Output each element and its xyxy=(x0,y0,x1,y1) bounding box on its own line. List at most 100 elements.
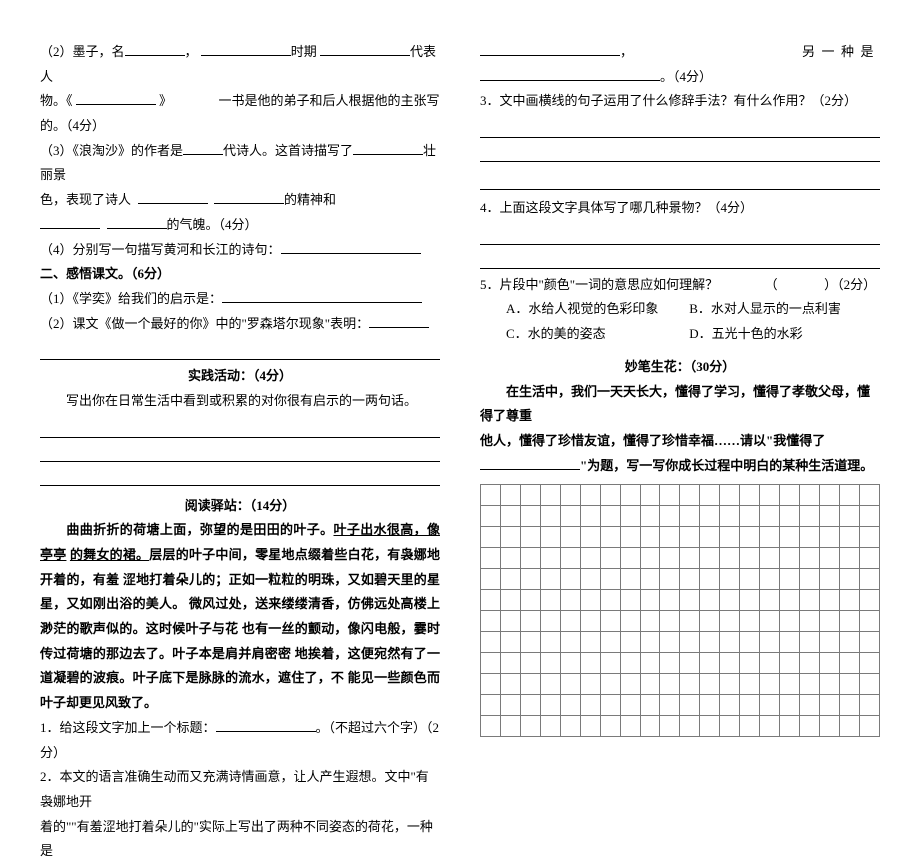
grid-cell[interactable] xyxy=(720,527,740,548)
grid-cell[interactable] xyxy=(720,674,740,695)
grid-cell[interactable] xyxy=(700,653,720,674)
grid-cell[interactable] xyxy=(640,548,660,569)
grid-cell[interactable] xyxy=(580,569,600,590)
grid-cell[interactable] xyxy=(819,485,839,506)
grid-cell[interactable] xyxy=(540,590,560,611)
grid-cell[interactable] xyxy=(720,716,740,737)
grid-cell[interactable] xyxy=(520,674,540,695)
grid-cell[interactable] xyxy=(800,611,820,632)
grid-cell[interactable] xyxy=(760,569,780,590)
grid-cell[interactable] xyxy=(720,485,740,506)
grid-cell[interactable] xyxy=(520,506,540,527)
grid-cell[interactable] xyxy=(800,506,820,527)
grid-cell[interactable] xyxy=(640,611,660,632)
grid-cell[interactable] xyxy=(839,527,859,548)
grid-cell[interactable] xyxy=(560,506,580,527)
grid-cell[interactable] xyxy=(740,611,760,632)
grid-cell[interactable] xyxy=(600,716,620,737)
option-a[interactable]: A．水给人视觉的色彩印象 xyxy=(506,297,689,322)
grid-cell[interactable] xyxy=(780,506,800,527)
grid-cell[interactable] xyxy=(520,590,540,611)
blank[interactable] xyxy=(353,154,423,155)
grid-cell[interactable] xyxy=(859,695,879,716)
grid-cell[interactable] xyxy=(600,506,620,527)
grid-cell[interactable] xyxy=(700,590,720,611)
grid-cell[interactable] xyxy=(760,485,780,506)
grid-cell[interactable] xyxy=(660,611,680,632)
grid-cell[interactable] xyxy=(580,695,600,716)
grid-cell[interactable] xyxy=(800,569,820,590)
grid-cell[interactable] xyxy=(600,611,620,632)
grid-cell[interactable] xyxy=(800,716,820,737)
blank[interactable] xyxy=(480,469,580,470)
grid-cell[interactable] xyxy=(481,527,501,548)
grid-cell[interactable] xyxy=(580,590,600,611)
grid-cell[interactable] xyxy=(520,569,540,590)
grid-cell[interactable] xyxy=(620,653,640,674)
grid-cell[interactable] xyxy=(540,506,560,527)
grid-cell[interactable] xyxy=(481,590,501,611)
grid-cell[interactable] xyxy=(481,716,501,737)
grid-cell[interactable] xyxy=(620,716,640,737)
grid-cell[interactable] xyxy=(819,590,839,611)
grid-cell[interactable] xyxy=(520,611,540,632)
grid-cell[interactable] xyxy=(780,695,800,716)
grid-cell[interactable] xyxy=(500,674,520,695)
answer-line[interactable] xyxy=(480,120,880,138)
grid-cell[interactable] xyxy=(500,632,520,653)
writing-grid[interactable] xyxy=(480,484,880,737)
grid-cell[interactable] xyxy=(580,674,600,695)
grid-cell[interactable] xyxy=(740,695,760,716)
blank[interactable] xyxy=(201,55,291,56)
grid-cell[interactable] xyxy=(520,653,540,674)
grid-cell[interactable] xyxy=(800,527,820,548)
grid-cell[interactable] xyxy=(640,653,660,674)
grid-cell[interactable] xyxy=(600,590,620,611)
grid-cell[interactable] xyxy=(540,548,560,569)
grid-cell[interactable] xyxy=(560,632,580,653)
grid-cell[interactable] xyxy=(580,506,600,527)
grid-cell[interactable] xyxy=(859,632,879,653)
option-c[interactable]: C．水的美的姿态 xyxy=(506,322,689,347)
grid-cell[interactable] xyxy=(859,611,879,632)
grid-cell[interactable] xyxy=(680,695,700,716)
blank[interactable] xyxy=(138,203,208,204)
grid-cell[interactable] xyxy=(760,548,780,569)
grid-cell[interactable] xyxy=(520,485,540,506)
grid-cell[interactable] xyxy=(520,548,540,569)
grid-cell[interactable] xyxy=(640,695,660,716)
blank[interactable] xyxy=(222,302,422,303)
answer-line[interactable] xyxy=(40,420,440,438)
grid-cell[interactable] xyxy=(620,569,640,590)
grid-cell[interactable] xyxy=(660,590,680,611)
grid-cell[interactable] xyxy=(740,527,760,548)
option-b[interactable]: B．水对人显示的一点利害 xyxy=(689,301,841,316)
grid-cell[interactable] xyxy=(740,632,760,653)
blank[interactable] xyxy=(216,731,316,732)
grid-cell[interactable] xyxy=(859,506,879,527)
grid-cell[interactable] xyxy=(839,590,859,611)
grid-cell[interactable] xyxy=(800,632,820,653)
grid-cell[interactable] xyxy=(540,674,560,695)
grid-cell[interactable] xyxy=(700,527,720,548)
grid-cell[interactable] xyxy=(660,527,680,548)
grid-cell[interactable] xyxy=(540,716,560,737)
grid-cell[interactable] xyxy=(680,527,700,548)
grid-cell[interactable] xyxy=(740,716,760,737)
grid-cell[interactable] xyxy=(700,695,720,716)
grid-cell[interactable] xyxy=(620,611,640,632)
grid-cell[interactable] xyxy=(780,569,800,590)
grid-cell[interactable] xyxy=(819,716,839,737)
grid-cell[interactable] xyxy=(640,632,660,653)
grid-cell[interactable] xyxy=(540,611,560,632)
grid-cell[interactable] xyxy=(540,485,560,506)
grid-cell[interactable] xyxy=(520,632,540,653)
option-d[interactable]: D．五光十色的水彩 xyxy=(689,326,802,341)
blank[interactable] xyxy=(214,203,284,204)
grid-cell[interactable] xyxy=(500,548,520,569)
answer-line[interactable] xyxy=(480,172,880,190)
grid-cell[interactable] xyxy=(620,674,640,695)
grid-cell[interactable] xyxy=(839,485,859,506)
grid-cell[interactable] xyxy=(540,695,560,716)
grid-cell[interactable] xyxy=(580,527,600,548)
